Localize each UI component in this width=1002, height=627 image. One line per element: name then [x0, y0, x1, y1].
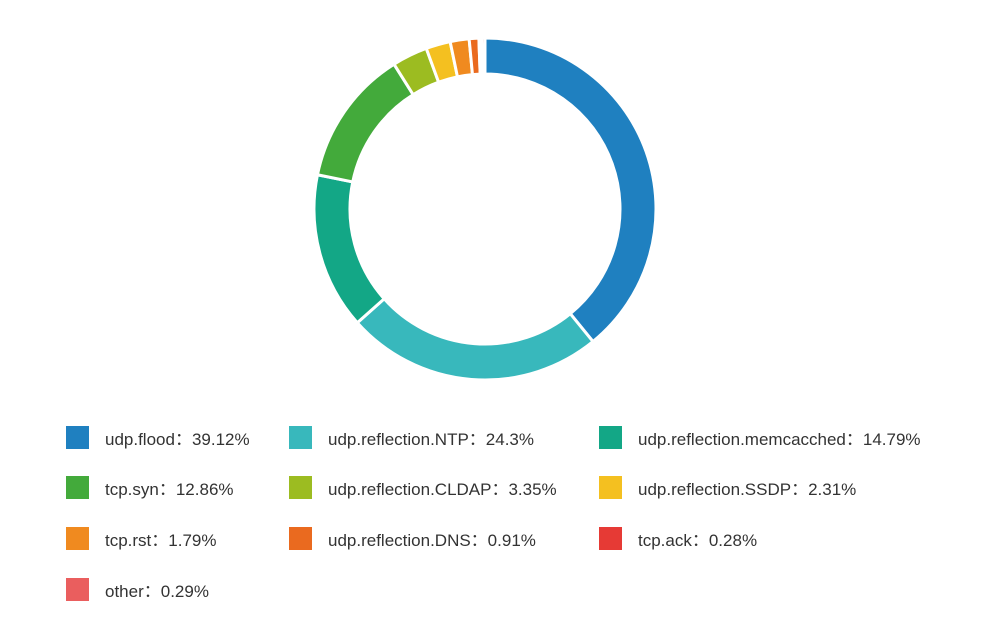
legend-label: tcp.rst：1.79%: [105, 530, 217, 550]
legend-label: udp.flood：39.12%: [105, 429, 250, 449]
legend-swatch: [66, 475, 89, 499]
legend-swatch: [289, 425, 312, 449]
legend-item-udp-reflection-ssdp[interactable]: udp.reflection.SSDP：2.31%: [599, 475, 856, 499]
donut-chart: [312, 36, 658, 382]
legend-item-udp-reflection-memcacched[interactable]: udp.reflection.memcacched：14.79%: [599, 425, 921, 449]
legend-item-tcp-syn[interactable]: tcp.syn：12.86%: [66, 475, 234, 499]
legend-item-tcp-rst[interactable]: tcp.rst：1.79%: [66, 526, 217, 550]
legend-label: udp.reflection.SSDP：2.31%: [638, 479, 857, 499]
legend-swatch: [289, 526, 312, 550]
legend-label: udp.reflection.CLDAP：3.35%: [328, 479, 557, 499]
legend-item-other[interactable]: other：0.29%: [66, 577, 209, 601]
legend-swatch: [599, 425, 622, 449]
legend-item-udp-reflection-cldap[interactable]: udp.reflection.CLDAP：3.35%: [289, 475, 557, 499]
legend-item-udp-reflection-dns[interactable]: udp.reflection.DNS：0.91%: [289, 526, 536, 550]
legend-swatch: [289, 475, 312, 499]
donut-slice-other[interactable]: [480, 36, 487, 76]
legend-label: tcp.syn：12.86%: [105, 479, 234, 499]
legend-label: udp.reflection.memcacched：14.79%: [638, 429, 921, 449]
legend-label: other：0.29%: [105, 581, 209, 601]
legend-label: udp.reflection.DNS：0.91%: [328, 530, 536, 550]
legend-swatch: [66, 577, 89, 601]
legend-label: udp.reflection.NTP：24.3%: [328, 429, 534, 449]
legend-item-udp-flood[interactable]: udp.flood：39.12%: [66, 425, 250, 449]
legend-item-tcp-ack[interactable]: tcp.ack：0.28%: [599, 526, 757, 550]
legend-item-udp-reflection-ntp[interactable]: udp.reflection.NTP：24.3%: [289, 425, 534, 449]
legend-swatch: [66, 526, 89, 550]
legend-swatch: [66, 425, 89, 449]
legend-swatch: [599, 475, 622, 499]
legend-swatch: [599, 526, 622, 550]
legend-label: tcp.ack：0.28%: [638, 530, 758, 550]
